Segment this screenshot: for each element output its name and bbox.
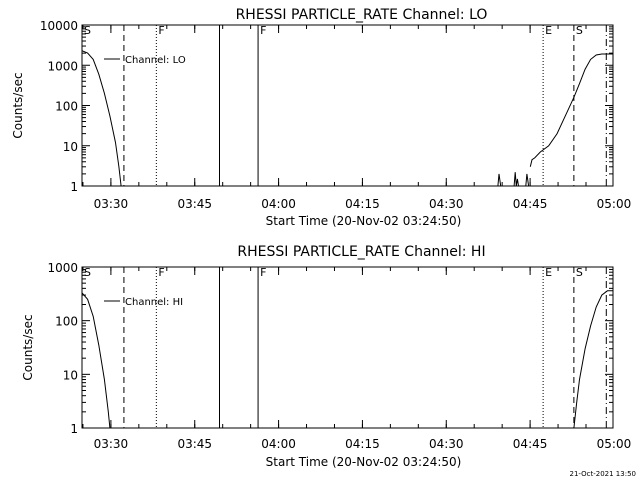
x-tick-label: 04:45	[513, 437, 548, 451]
x-tick-label: 04:30	[429, 197, 464, 211]
y-axis-label: Counts/sec	[21, 314, 35, 380]
y-tick-label: 1	[70, 180, 78, 194]
series-line-segment	[82, 292, 111, 428]
legend-label: Channel: LO	[125, 55, 186, 66]
y-tick-label: 1000	[47, 261, 78, 275]
x-tick-label: 04:00	[261, 197, 296, 211]
plot-frame	[81, 24, 614, 187]
series-line-segment	[82, 50, 122, 186]
y-tick-label: 1	[70, 422, 78, 436]
x-tick-label: 04:15	[345, 197, 380, 211]
marker-label: S	[576, 266, 583, 279]
y-tick-label: 10	[63, 368, 78, 382]
x-tick-label: 04:30	[429, 437, 464, 451]
x-axis-label: Start Time (20-Nov-02 03:24:50)	[266, 214, 462, 228]
y-tick-label: 100	[55, 100, 78, 114]
marker-label: F	[158, 24, 164, 37]
marker-label: S	[576, 24, 583, 37]
y-tick-label: 1000	[47, 59, 78, 73]
x-tick-label: 03:30	[94, 437, 129, 451]
series-line-segment	[497, 173, 502, 186]
x-axis-label: Start Time (20-Nov-02 03:24:50)	[266, 455, 462, 469]
y-tick-label: 100	[55, 315, 78, 329]
x-tick-label: 03:45	[177, 197, 212, 211]
marker-label: E	[545, 266, 552, 279]
panel-hi: RHESSI PARTICLE_RATE Channel: HI S F F E S Cha…	[21, 244, 631, 469]
x-tick-label: 03:30	[94, 197, 129, 211]
marker-label: S	[84, 24, 91, 37]
y-tick-label: 10000	[40, 19, 78, 33]
marker-label: F	[158, 266, 164, 279]
x-tick-label: 04:15	[345, 437, 380, 451]
footer-timestamp: 21-Oct-2021 13:50	[570, 470, 636, 478]
y-axis-label: Counts/sec	[11, 72, 25, 138]
x-tick-label: 03:45	[177, 437, 212, 451]
x-tick-label: 05:00	[597, 197, 632, 211]
marker-label: S	[84, 266, 91, 279]
x-tick-label: 04:00	[261, 437, 296, 451]
x-tick-label: 05:00	[597, 437, 632, 451]
panel-lo: RHESSI PARTICLE_RATE Channel: LO S F F E S Cha…	[11, 7, 631, 228]
marker-label: F	[260, 24, 266, 37]
series-line-segment	[529, 53, 613, 167]
chart-title: RHESSI PARTICLE_RATE Channel: LO	[236, 7, 488, 23]
series-line-segment	[525, 173, 530, 186]
chart-title: RHESSI PARTICLE_RATE Channel: HI	[237, 244, 485, 260]
plot-frame	[81, 266, 614, 429]
marker-label: E	[545, 24, 552, 37]
marker-label: F	[260, 266, 266, 279]
x-tick-label: 04:45	[513, 197, 548, 211]
y-tick-label: 10	[63, 140, 78, 154]
legend-label: Channel: HI	[125, 297, 183, 308]
series-line-segment	[573, 290, 613, 428]
series-line-segment	[513, 172, 519, 186]
